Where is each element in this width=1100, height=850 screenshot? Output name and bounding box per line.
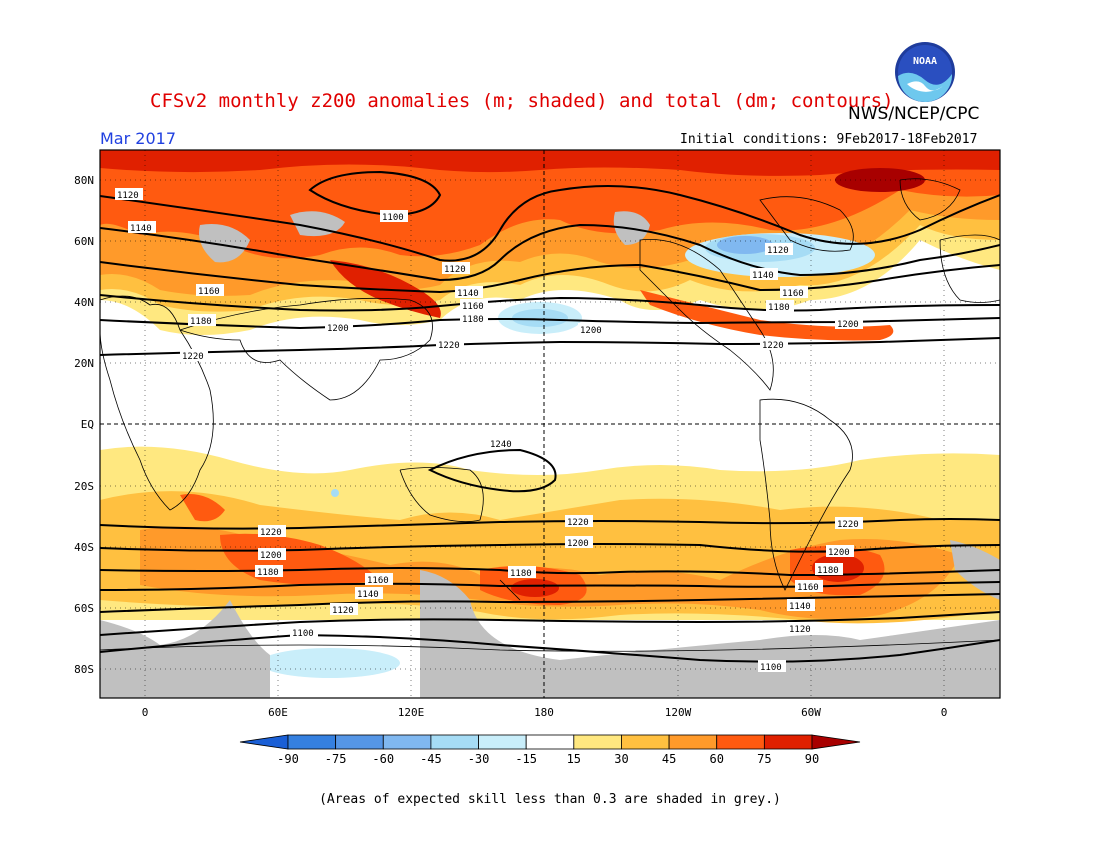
contour-label: 1160: [367, 576, 389, 586]
colorbar-segment: [621, 734, 670, 750]
contour-label: 1180: [462, 315, 484, 325]
contour-label: 1160: [797, 583, 819, 593]
lon-tick-label: 60E: [268, 706, 288, 719]
colorbar-segment: [668, 734, 718, 750]
lon-tick-label: 180: [534, 706, 554, 719]
initial-conditions: Initial conditions: 9Feb2017-18Feb2017: [680, 132, 978, 147]
contour-label: 1160: [462, 302, 484, 312]
contour-label: 1180: [257, 568, 279, 578]
colorbar-segment: [382, 734, 432, 750]
contour-label: 1200: [828, 548, 850, 558]
noaa-logo-text: NOAA: [913, 56, 937, 67]
contour-label: 1200: [260, 551, 282, 561]
contour-label: 1100: [382, 213, 404, 223]
contour-label: 1220: [438, 341, 460, 351]
lon-tick-label: 60W: [801, 706, 821, 719]
contour-label: 1220: [837, 520, 859, 530]
contour-label: 1120: [332, 606, 354, 616]
contour-label: 1200: [567, 539, 589, 549]
colorbar-arrow-high: [811, 734, 861, 750]
lat-tick-label: 80S: [74, 663, 94, 676]
colorbar-arrow-low: [239, 734, 289, 750]
contour-label: 1160: [198, 287, 220, 297]
contour-label: 1220: [567, 518, 589, 528]
colorbar-label: -30: [468, 752, 490, 766]
colorbar-label: 75: [757, 752, 771, 766]
contour-label: 1120: [444, 265, 466, 275]
colorbar-label: -60: [372, 752, 394, 766]
map-plot-area: 1120 1140 1160 1180 1200 1220 1100 1120 …: [100, 150, 1000, 698]
contour-label: 1140: [752, 271, 774, 281]
contour-label: 1200: [327, 324, 349, 334]
colorbar-label: 45: [662, 752, 676, 766]
lat-tick-label: EQ: [81, 418, 94, 431]
colorbar-segment: [716, 734, 765, 750]
colorbar-segment: [478, 734, 527, 750]
colorbar-label: 30: [614, 752, 628, 766]
lat-tick-label: 60S: [74, 602, 94, 615]
colorbar-label: -90: [277, 752, 299, 766]
footnote: (Areas of expected skill less than 0.3 a…: [319, 792, 781, 807]
contour-label: 1240: [490, 440, 512, 450]
lon-tick-label: 120E: [398, 706, 425, 719]
contour-label: 1180: [190, 317, 212, 327]
contour-label: 1160: [782, 289, 804, 299]
colorbar-label: 60: [710, 752, 724, 766]
colorbar-label: -15: [515, 752, 537, 766]
contour-label: 1140: [130, 224, 152, 234]
contour-label: 1120: [789, 625, 811, 635]
contour-label: 1140: [357, 590, 379, 600]
noaa-logo: NOAA: [895, 42, 955, 103]
lat-tick-label: 20N: [74, 357, 94, 370]
contour-label: 1180: [510, 569, 532, 579]
lon-tick-label: 0: [142, 706, 149, 719]
lon-tick-label: 120W: [665, 706, 692, 719]
lat-tick-label: 80N: [74, 174, 94, 187]
contour-label: 1140: [457, 289, 479, 299]
colorbar-label: 90: [805, 752, 819, 766]
lat-tick-label: 20S: [74, 480, 94, 493]
map-frame: [99, 149, 1001, 699]
contour-label: 1200: [580, 326, 602, 336]
colorbar-segment: [430, 734, 479, 750]
contour-label: 1180: [817, 566, 839, 576]
colorbar-label: 15: [567, 752, 581, 766]
colorbar-label: -45: [420, 752, 442, 766]
contour-label: 1140: [789, 602, 811, 612]
map-title: CFSv2 monthly z200 anomalies (m; shaded)…: [150, 90, 894, 112]
contour-label: 1120: [767, 246, 789, 256]
contour-label: 1220: [182, 352, 204, 362]
contour-label: 1120: [117, 191, 139, 201]
contour-label: 1180: [768, 303, 790, 313]
contour-label: 1100: [292, 629, 314, 639]
colorbar-segment: [573, 734, 622, 750]
colorbar-segment: [525, 734, 575, 750]
contour-label: 1200: [837, 320, 859, 330]
colorbar-segment: [335, 734, 384, 750]
lon-tick-label: 0: [941, 706, 948, 719]
contour-label: 1100: [760, 663, 782, 673]
colorbar-segment: [287, 734, 337, 750]
lat-tick-label: 40S: [74, 541, 94, 554]
contour-label: 1220: [762, 341, 784, 351]
colorbar-segment: [763, 734, 813, 750]
lat-tick-label: 60N: [74, 235, 94, 248]
valid-month: Mar 2017: [100, 129, 176, 148]
coastlines: [100, 178, 1000, 652]
colorbar: -90 -75 -60 -45 -30 -15 15 30 45 60 75 90: [239, 734, 861, 766]
lat-tick-label: 40N: [74, 296, 94, 309]
contour-label: 1220: [260, 528, 282, 538]
agency-label: NWS/NCEP/CPC: [848, 104, 980, 124]
colorbar-label: -75: [325, 752, 347, 766]
